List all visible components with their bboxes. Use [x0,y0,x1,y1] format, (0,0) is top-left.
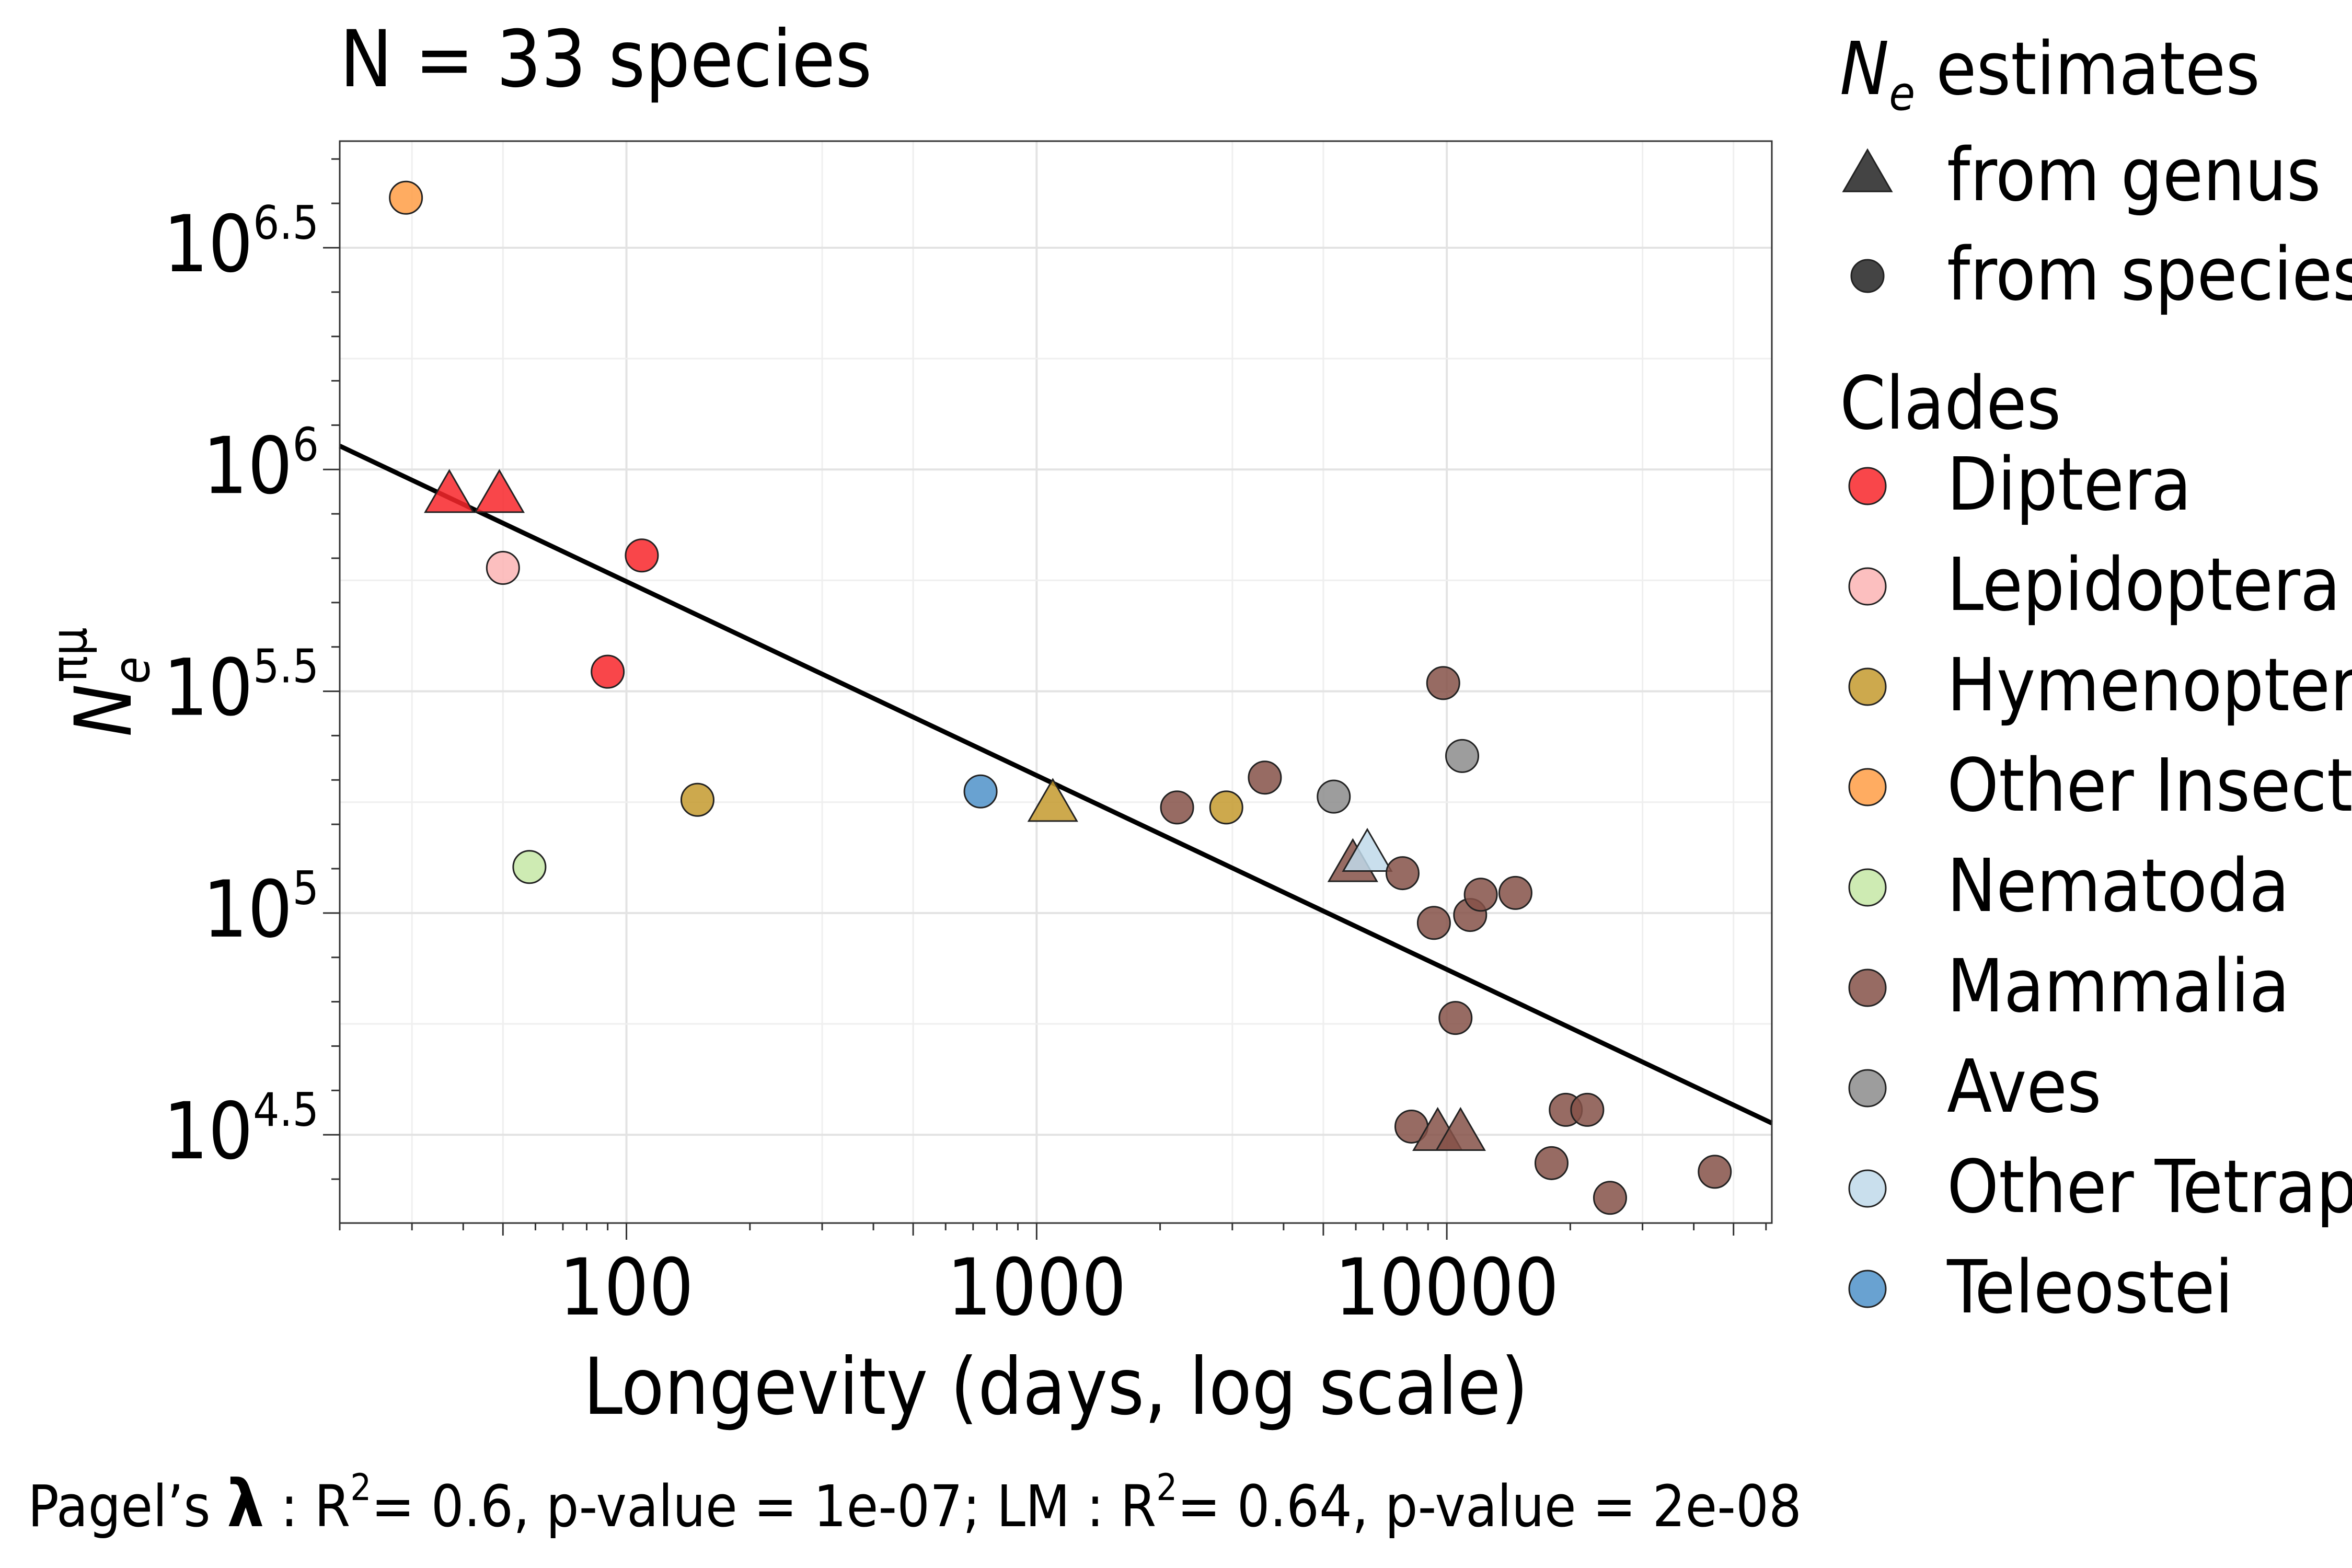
data-point-circle [1248,760,1282,795]
x-tick-label: 10000 [1335,1242,1559,1333]
footnote-part2: = 0.6, p-value = 1e-07; LM : R [371,1473,1156,1540]
data-points [389,180,1732,1215]
legend-clade-swatch [1848,868,1887,907]
y-tick-label: 104.5 [163,1083,319,1177]
legend-clade-label: Nematoda [1947,844,2289,929]
x-axis-label: Longevity (days, log scale) [583,1342,1528,1433]
legend: Ne estimates from genus from species Clad… [1840,27,2352,1330]
legend-clade-swatch [1848,1169,1887,1208]
legend-circle-icon [1850,259,1885,293]
footnote-prefix: Pagel’s [28,1473,227,1540]
x-tick-label: 1000 [947,1242,1126,1333]
plot-area [339,140,1773,1224]
data-point-circle [1426,666,1460,700]
footnote-part1: : R [264,1473,350,1540]
legend-shape-title: Ne estimates [1840,27,2260,121]
chart-title: N = 33 species [340,14,872,105]
data-point-circle [1385,856,1420,891]
legend-clade-label: Other Tetrapods [1947,1145,2352,1230]
legend-shape-title-rest: estimates [1915,27,2260,112]
legend-shape-title-sub: e [1889,66,1915,121]
legend-shape-items: from genus from species [1842,133,2352,317]
legend-clade-swatch [1848,567,1887,606]
legend-clade-label: Lepidoptera [1947,543,2341,628]
legend-clade-title: Clades [1840,361,2061,446]
plot-border [339,140,1773,1224]
y-axis: 104.5 105 105.5 106 106.5 [163,158,340,1180]
data-point-circle [1445,739,1480,773]
data-point-triangle [1435,1106,1486,1151]
data-point-circle [1416,906,1451,940]
legend-shape-title-main: N [1840,27,1889,112]
legend-shape-label: from genus [1947,133,2321,218]
y-label-sub: e [103,656,161,684]
legend-clade-swatch [1848,1270,1887,1308]
legend-clade-swatch [1848,768,1887,806]
footnote-lambda: λ [227,1466,264,1542]
legend-clade-label: Mammalia [1947,944,2290,1029]
legend-clade-swatch [1848,667,1887,706]
legend-clade-label: Diptera [1947,442,2192,527]
data-point-circle [1698,1155,1732,1189]
data-point-circle [389,180,423,215]
legend-shape-label: from species [1947,232,2352,317]
y-tick-label: 105.5 [163,640,319,734]
data-point-triangle [1027,778,1078,822]
data-point-circle [486,551,520,585]
footnote-sup1: 2 [350,1466,371,1509]
legend-clade-items: Diptera Lepidoptera Hymenoptera Other Insec… [1848,442,2352,1330]
data-point-circle [963,774,998,809]
data-point-circle [512,850,547,884]
data-point-circle [1593,1181,1627,1215]
data-point-triangle [424,469,475,513]
data-point-circle [591,654,625,689]
y-tick-label: 106.5 [163,196,319,290]
y-label-main: N [59,684,149,737]
data-point-circle [1209,790,1243,825]
x-tick-label: 100 [559,1242,694,1333]
y-label-sup: πμ [41,627,98,683]
legend-clade-swatch [1848,1069,1887,1108]
legend-triangle-icon [1842,148,1893,192]
y-tick-label: 105 [203,861,319,955]
legend-clade-swatch [1848,467,1887,505]
data-point-circle [680,782,714,817]
legend-clade-swatch [1848,969,1887,1007]
data-point-triangle [1342,827,1393,872]
data-point-circle [1570,1092,1605,1127]
footnote: Pagel’s λ : R2= 0.6, p-value = 1e-07; LM… [28,1466,1802,1542]
data-point-circle [1438,1001,1473,1035]
footnote-part3: = 0.64, p-value = 2e-08 [1177,1473,1802,1540]
data-point-circle [625,538,659,573]
footnote-sup2: 2 [1156,1466,1177,1509]
svg-text:Neπμ: Neπμ [41,627,161,736]
data-point-triangle [474,469,525,513]
legend-clade-label: Other Insects [1947,743,2352,828]
data-point-circle [1160,790,1194,825]
y-axis-label: Neπμ [41,627,161,736]
legend-clade-label: Hymenoptera [1947,643,2352,728]
data-point-circle [1534,1146,1569,1180]
legend-clade-label: Aves [1947,1044,2102,1129]
data-point-circle [1498,875,1532,910]
data-point-circle [1317,779,1351,814]
data-point-circle [1463,878,1498,912]
x-axis: 100 1000 10000 [339,1223,1767,1333]
plot-background [340,141,1772,1223]
y-tick-label: 106 [203,418,319,512]
legend-clade-label: Teleostei [1946,1245,2233,1330]
